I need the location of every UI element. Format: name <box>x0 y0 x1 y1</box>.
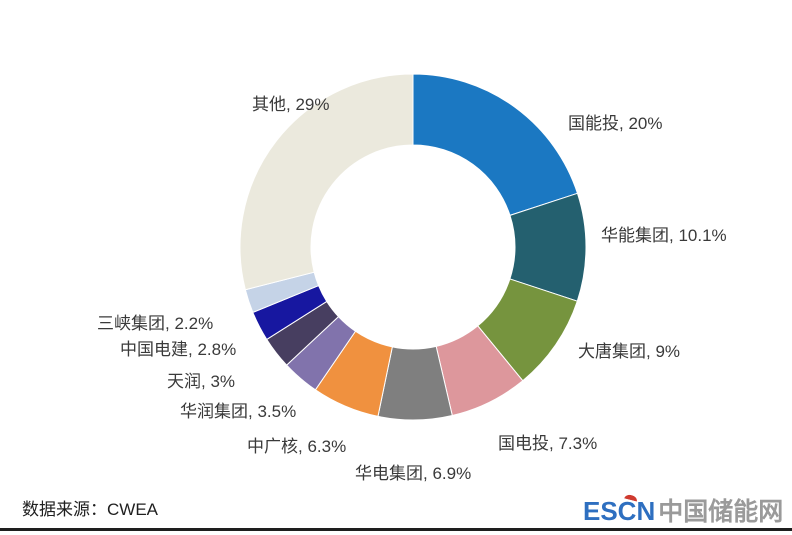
slice-label: 国电投, 7.3% <box>498 434 598 453</box>
slice-label: 其他, 29% <box>252 95 330 114</box>
data-source-note: 数据来源：CWEA <box>22 500 158 519</box>
slice-label: 大唐集团, 9% <box>578 342 681 361</box>
slice-label: 华电集团, 6.9% <box>355 464 472 483</box>
slice-label: 华润集团, 3.5% <box>180 402 297 421</box>
slice-label: 天润, 3% <box>167 372 236 391</box>
slice-label: 中国电建, 2.8% <box>120 340 237 359</box>
slice-label: 华能集团, 10.1% <box>601 226 727 245</box>
footer-divider-line <box>0 528 792 531</box>
escn-logo-text: ESCN <box>583 496 656 526</box>
escn-logo: ESCN 中国储能网 <box>583 493 784 526</box>
escn-logo-chinese-text: 中国储能网 <box>658 498 784 526</box>
slice-label: 中广核, 6.3% <box>247 437 347 456</box>
pie-slice-国能投 <box>412 73 579 216</box>
pie-slice-其他 <box>239 73 414 291</box>
slice-label: 国能投, 20% <box>568 114 663 133</box>
slice-label: 三峡集团, 2.2% <box>97 314 214 333</box>
